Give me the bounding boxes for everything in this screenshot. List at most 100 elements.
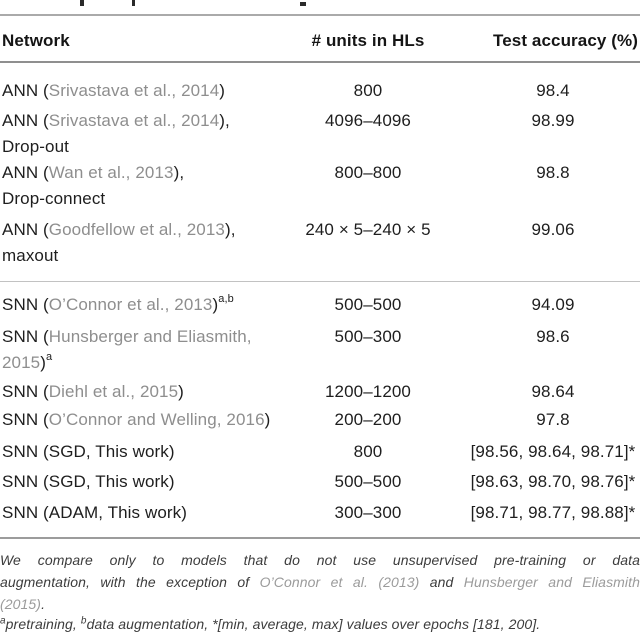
header-bottom-rule bbox=[0, 61, 640, 63]
network-cell: SNN (Diehl et al., 2015) bbox=[0, 382, 296, 402]
table-header-row: Network # units in HLs Test accuracy (%) bbox=[0, 31, 640, 51]
network-text: ), bbox=[219, 111, 230, 130]
footnote-marker: a bbox=[0, 615, 6, 627]
cropped-caption-fragment bbox=[300, 2, 306, 6]
citation-link[interactable]: O’Connor et al. (2013) bbox=[259, 574, 420, 590]
footnote-text: augmentation, with the exception of bbox=[0, 574, 260, 590]
citation-link[interactable]: 2015 bbox=[2, 353, 41, 372]
network-text: ANN ( bbox=[2, 111, 49, 130]
network-text: SNN ( bbox=[2, 295, 49, 314]
footnote-text: pretraining, bbox=[5, 616, 81, 632]
table-row: SNN (ADAM, This work) 300–300 [98.71, 98… bbox=[0, 503, 640, 523]
network-cell: SNN (ADAM, This work) bbox=[0, 503, 296, 523]
accuracy-cell: 94.09 bbox=[531, 295, 575, 314]
table-footnote-line: We compare only to models that do not us… bbox=[0, 551, 640, 569]
citation-link[interactable]: Goodfellow et al., 2013 bbox=[48, 220, 225, 239]
units-cell: 800–800 bbox=[334, 163, 402, 182]
network-text: ), bbox=[173, 163, 185, 182]
footnote-marker: a bbox=[45, 351, 53, 364]
table-row: SNN (O’Connor et al., 2013)a,b 500–500 9… bbox=[0, 293, 640, 315]
accuracy-cell: 99.06 bbox=[531, 220, 575, 239]
table-row: SNN (O’Connor and Welling, 2016) 200–200… bbox=[0, 410, 640, 430]
table-row: SNN (SGD, This work) 800 [98.56, 98.64, … bbox=[0, 442, 640, 462]
table-footnote-line: apretraining, bdata augmentation, *[min,… bbox=[0, 615, 640, 633]
footnote-text: . bbox=[41, 596, 46, 612]
units-cell: 200–200 bbox=[334, 410, 402, 429]
network-text: ANN ( bbox=[2, 163, 49, 182]
table-row: ANN (Goodfellow et al., 2013), maxout 24… bbox=[0, 220, 640, 266]
network-cell: SNN (O’Connor et al., 2013)a,b bbox=[0, 293, 296, 315]
network-text: Drop-connect bbox=[2, 189, 106, 208]
citation-link[interactable]: Hunsberger and Eliasmith bbox=[463, 574, 640, 590]
citation-link[interactable]: Diehl et al., 2015 bbox=[48, 382, 179, 401]
section-divider-rule bbox=[0, 281, 640, 282]
table-row: SNN (Diehl et al., 2015) 1200–1200 98.64 bbox=[0, 382, 640, 402]
network-cell: SNN (SGD, This work) bbox=[0, 442, 296, 462]
network-cell: SNN (Hunsberger and Eliasmith, 2015)a bbox=[0, 327, 296, 373]
cropped-caption-fragment bbox=[132, 0, 135, 6]
table-row: SNN (Hunsberger and Eliasmith, 2015)a 50… bbox=[0, 327, 640, 373]
network-text: SNN ( bbox=[2, 410, 49, 429]
network-cell: ANN (Srivastava et al., 2014) bbox=[0, 81, 296, 101]
units-cell: 300–300 bbox=[334, 503, 402, 522]
network-text: ANN ( bbox=[2, 220, 49, 239]
network-cell: ANN (Srivastava et al., 2014), Drop-out bbox=[0, 111, 296, 157]
accuracy-cell: 98.8 bbox=[536, 163, 570, 182]
accuracy-cell: 98.6 bbox=[536, 327, 570, 346]
network-text: maxout bbox=[2, 246, 59, 265]
citation-link[interactable]: O’Connor et al., 2013 bbox=[48, 295, 213, 314]
accuracy-cell: [98.71, 98.77, 98.88]* bbox=[470, 503, 636, 522]
network-cell: SNN (SGD, This work) bbox=[0, 472, 296, 492]
accuracy-cell: [98.56, 98.64, 98.71]* bbox=[470, 442, 636, 461]
network-text: Drop-out bbox=[2, 137, 69, 156]
accuracy-cell: 98.4 bbox=[536, 81, 570, 100]
footnote-text: We compare only to models that do not us… bbox=[0, 552, 640, 568]
citation-link[interactable]: O’Connor and Welling, 2016 bbox=[48, 410, 265, 429]
units-cell: 1200–1200 bbox=[325, 382, 411, 401]
table-footnote-line: (2015). bbox=[0, 595, 640, 613]
network-text: SNN (SGD, This work) bbox=[2, 472, 175, 491]
network-text: ) bbox=[212, 295, 219, 314]
units-cell: 800 bbox=[353, 81, 383, 100]
network-text: ) bbox=[264, 410, 271, 429]
citation-link[interactable]: Hunsberger and Eliasmith, bbox=[48, 327, 252, 346]
network-text: SNN ( bbox=[2, 382, 49, 401]
column-header-units: # units in HLs bbox=[311, 31, 425, 50]
table-footnote-line: augmentation, with the exception of O’Co… bbox=[0, 573, 640, 591]
network-text: ANN ( bbox=[2, 81, 49, 100]
table-row: SNN (SGD, This work) 500–500 [98.63, 98.… bbox=[0, 472, 640, 492]
network-cell: ANN (Goodfellow et al., 2013), maxout bbox=[0, 220, 296, 266]
accuracy-cell: 98.99 bbox=[531, 111, 575, 130]
column-header-accuracy: Test accuracy (%) bbox=[492, 31, 638, 50]
accuracy-cell: [98.63, 98.70, 98.76]* bbox=[470, 472, 636, 491]
units-cell: 800 bbox=[353, 442, 383, 461]
network-text: SNN ( bbox=[2, 327, 49, 346]
network-text: ), bbox=[224, 220, 236, 239]
citation-link[interactable]: Srivastava et al., 2014 bbox=[48, 81, 220, 100]
network-text: ) bbox=[219, 81, 226, 100]
accuracy-cell: 98.64 bbox=[531, 382, 575, 401]
table-bottom-rule bbox=[0, 537, 640, 539]
footnote-marker: b bbox=[80, 615, 87, 627]
citation-link[interactable]: Srivastava et al., 2014 bbox=[48, 111, 220, 130]
citation-link[interactable]: (2015) bbox=[0, 596, 42, 612]
table-row: ANN (Srivastava et al., 2014) 800 98.4 bbox=[0, 81, 640, 101]
network-text: ) bbox=[178, 382, 184, 401]
citation-link[interactable]: Wan et al., 2013 bbox=[48, 163, 174, 182]
units-cell: 500–300 bbox=[334, 327, 402, 346]
table-top-rule bbox=[0, 14, 640, 16]
network-text: SNN (ADAM, This work) bbox=[2, 503, 188, 522]
network-text: ) bbox=[40, 353, 46, 372]
footnote-text: and bbox=[419, 574, 464, 590]
units-cell: 4096–4096 bbox=[325, 111, 411, 130]
footnote-marker: a,b bbox=[218, 293, 234, 306]
units-cell: 500–500 bbox=[334, 295, 402, 314]
accuracy-cell: 97.8 bbox=[536, 410, 570, 429]
cropped-caption-fragment bbox=[80, 0, 84, 6]
table-row: ANN (Wan et al., 2013), Drop-connect 800… bbox=[0, 163, 640, 209]
network-cell: SNN (O’Connor and Welling, 2016) bbox=[0, 410, 296, 430]
footnote-text: data augmentation, *[min, average, max] … bbox=[86, 616, 541, 632]
units-cell: 500–500 bbox=[334, 472, 402, 491]
network-text: SNN (SGD, This work) bbox=[2, 442, 175, 461]
